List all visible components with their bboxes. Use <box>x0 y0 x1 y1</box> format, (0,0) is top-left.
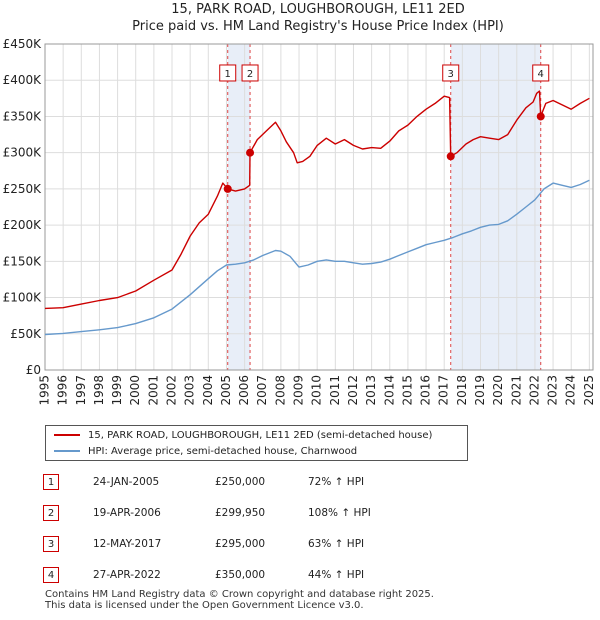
sale-date: 27-APR-2022 <box>93 569 161 581</box>
x-tick-label: 2019 <box>473 375 487 406</box>
sale-point <box>536 112 545 121</box>
x-tick-label: 2002 <box>165 375 179 406</box>
x-tick-label: 1999 <box>110 375 124 406</box>
sale-date: 12-MAY-2017 <box>93 538 162 550</box>
y-tick-label: £150K <box>3 254 43 268</box>
sale-number-label: 2 <box>247 69 253 80</box>
sale-hpi-change: 108% ↑ HPI <box>308 507 371 519</box>
legend-label-hpi: HPI: Average price, semi-detached house,… <box>88 446 358 457</box>
x-tick-label: 2005 <box>219 375 233 406</box>
sale-number-box <box>241 64 259 82</box>
hpi-line <box>44 179 590 336</box>
x-tick-label: 2025 <box>582 375 596 406</box>
legend-line-red <box>54 434 80 436</box>
y-tick-label: £0 <box>26 363 41 377</box>
x-tick-label: 2000 <box>128 375 142 406</box>
y-tick-label: £450K <box>3 37 43 51</box>
sale-price: £295,000 <box>215 538 266 550</box>
sale-point <box>446 152 455 161</box>
sale-point <box>223 184 232 193</box>
sale-date: 19-APR-2006 <box>93 507 161 519</box>
x-tick-label: 2008 <box>273 375 287 406</box>
x-tick-label: 2009 <box>292 375 306 406</box>
sale-price: £299,950 <box>215 507 266 519</box>
sale-date: 24-JAN-2005 <box>93 476 160 488</box>
footer-line-2: This data is licensed under the Open Gov… <box>45 600 364 611</box>
y-tick-label: £300K <box>3 146 43 160</box>
sale-hpi-change: 72% ↑ HPI <box>308 476 365 488</box>
legend-line-blue <box>54 450 80 452</box>
x-tick-label: 1998 <box>92 375 106 406</box>
sale-number-box <box>442 64 460 82</box>
x-tick-label: 2010 <box>310 375 324 406</box>
y-tick-label: £350K <box>3 109 43 123</box>
footer-attribution: Contains HM Land Registry data © Crown c… <box>45 589 434 611</box>
x-tick-label: 2022 <box>527 375 541 406</box>
sale-hpi-change: 44% ↑ HPI <box>308 569 365 581</box>
sale-number-box <box>219 64 237 82</box>
legend-item-hpi: HPI: Average price, semi-detached house,… <box>54 444 357 460</box>
x-tick-label: 2012 <box>346 375 360 406</box>
x-tick-label: 2014 <box>382 375 396 406</box>
y-tick-label: £400K <box>3 73 43 87</box>
shaded-period <box>450 44 541 370</box>
chart-subtitle: Price paid vs. HM Land Registry's House … <box>132 19 504 34</box>
price-chart: 15, PARK ROAD, LOUGHBOROUGH, LE11 2ED Pr… <box>3 2 596 406</box>
y-tick-label: £250K <box>3 182 43 196</box>
sale-number-label: 4 <box>538 69 544 80</box>
shaded-period <box>227 44 251 370</box>
x-tick-label: 2018 <box>455 375 469 406</box>
sale-number-badge: 4 <box>43 567 59 583</box>
x-tick-label: 2007 <box>255 375 269 406</box>
x-tick-label: 2016 <box>419 375 433 406</box>
chart-title: 15, PARK ROAD, LOUGHBOROUGH, LE11 2ED <box>171 2 464 17</box>
y-tick-label: £100K <box>3 291 43 305</box>
x-tick-label: 2021 <box>509 375 523 406</box>
y-tick-label: £50K <box>10 327 42 341</box>
x-tick-label: 2003 <box>183 375 197 406</box>
sale-hpi-change: 63% ↑ HPI <box>308 538 365 550</box>
sale-price: £350,000 <box>215 569 266 581</box>
property-price-line <box>44 90 590 310</box>
x-tick-label: 2013 <box>364 375 378 406</box>
x-tick-label: 1997 <box>74 375 88 406</box>
chart-legend: 15, PARK ROAD, LOUGHBOROUGH, LE11 2ED (s… <box>45 425 468 461</box>
footer-line-1: Contains HM Land Registry data © Crown c… <box>45 589 434 600</box>
legend-item-property: 15, PARK ROAD, LOUGHBOROUGH, LE11 2ED (s… <box>54 428 432 444</box>
sale-number-badge: 2 <box>43 505 59 521</box>
x-tick-label: 2006 <box>237 375 251 406</box>
sale-number-label: 3 <box>448 69 454 80</box>
plot-area-border <box>44 43 594 371</box>
y-tick-label: £200K <box>3 218 43 232</box>
sale-price: £250,000 <box>215 476 266 488</box>
x-tick-label: 1996 <box>56 375 70 406</box>
x-tick-label: 2017 <box>437 375 451 406</box>
x-tick-label: 2020 <box>491 375 505 406</box>
x-tick-label: 2004 <box>201 375 215 406</box>
legend-label-property: 15, PARK ROAD, LOUGHBOROUGH, LE11 2ED (s… <box>88 430 433 441</box>
x-tick-label: 2024 <box>564 375 578 406</box>
x-tick-label: 2015 <box>400 375 414 406</box>
sale-number-badge: 3 <box>43 536 59 552</box>
sale-number-label: 1 <box>225 69 231 80</box>
sale-number-badge: 1 <box>43 474 59 490</box>
sale-number-box <box>532 64 550 82</box>
x-tick-label: 2011 <box>328 375 342 406</box>
x-tick-label: 2023 <box>546 375 560 406</box>
x-tick-label: 2001 <box>146 375 160 406</box>
x-tick-label: 1995 <box>38 375 52 406</box>
sale-point <box>246 148 255 157</box>
